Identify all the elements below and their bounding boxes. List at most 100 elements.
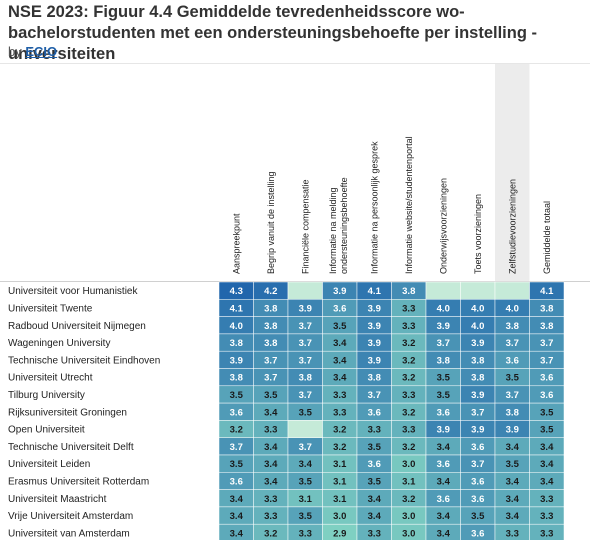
row-label: Erasmus Universiteit Rotterdam [8, 476, 149, 487]
cell-value: 3.3 [540, 494, 553, 505]
cell-value: 3.1 [333, 476, 347, 487]
column-label: Zelfstudievoorzieningen [507, 179, 517, 274]
cell-value: 3.3 [402, 303, 415, 314]
cell-value: 3.4 [506, 494, 520, 505]
row-label: Wageningen University [8, 338, 110, 349]
cell-value: 3.3 [264, 425, 277, 436]
cell-value: 3.9 [230, 355, 243, 366]
author-link[interactable]: ECIO [25, 44, 58, 59]
column-label: Begrip vanuit de instelling [266, 171, 276, 274]
cell-value: 3.4 [368, 511, 382, 522]
cell-value: 2.9 [333, 528, 346, 539]
cell-value: 3.6 [471, 528, 484, 539]
column-label: Aanspreekpunt [231, 213, 241, 274]
cell-value: 4.1 [540, 286, 554, 297]
cell-value: 3.7 [299, 390, 312, 401]
cell-value: 3.6 [471, 442, 484, 453]
cell-value: 3.2 [230, 425, 243, 436]
cell-value: 3.3 [506, 528, 519, 539]
cell-value: 3.0 [402, 459, 415, 470]
heatmap-cell[interactable] [287, 281, 323, 300]
cell-value: 3.4 [264, 476, 278, 487]
row-label: Universiteit van Amsterdam [8, 528, 130, 539]
cell-value: 3.5 [230, 390, 244, 401]
cell-value: 3.7 [437, 338, 450, 349]
cell-value: 3.5 [540, 407, 554, 418]
cell-value: 3.5 [299, 407, 313, 418]
cell-value: 3.8 [540, 321, 553, 332]
cell-value: 3.2 [402, 494, 415, 505]
cell-value: 3.6 [540, 390, 553, 401]
byline-prefix: by [8, 44, 22, 59]
cell-value: 3.3 [368, 528, 381, 539]
cell-value: 3.1 [333, 459, 347, 470]
cell-value: 3.5 [506, 459, 520, 470]
cell-value: 3.1 [402, 476, 416, 487]
cell-value: 3.5 [437, 390, 451, 401]
cell-value: 3.7 [299, 442, 312, 453]
cell-value: 3.9 [368, 338, 381, 349]
heatmap-cell[interactable] [494, 281, 530, 300]
row-label: Universiteit Utrecht [8, 373, 93, 384]
cell-value: 3.4 [540, 476, 554, 487]
cell-value: 3.4 [506, 511, 520, 522]
cell-value: 3.4 [368, 494, 382, 505]
row-label: Rijksuniversiteit Groningen [8, 407, 127, 418]
cell-value: 3.3 [299, 528, 312, 539]
cell-value: 4.1 [230, 303, 244, 314]
cell-value: 3.8 [230, 338, 243, 349]
cell-value: 3.9 [368, 355, 381, 366]
cell-value: 3.2 [402, 407, 415, 418]
cell-value: 3.8 [437, 355, 450, 366]
cell-value: 3.8 [471, 355, 484, 366]
cell-value: 3.2 [402, 442, 415, 453]
row-label: Open Universiteit [8, 425, 85, 436]
cell-value: 3.6 [471, 476, 484, 487]
cell-value: 3.7 [540, 338, 553, 349]
cell-value: 3.4 [506, 442, 520, 453]
cell-value: 3.6 [506, 355, 519, 366]
cell-value: 3.5 [264, 390, 278, 401]
cell-value: 3.4 [264, 459, 278, 470]
cell-value: 3.3 [402, 425, 415, 436]
cell-value: 3.4 [333, 355, 347, 366]
cell-value: 3.1 [333, 494, 347, 505]
heatmap-cell[interactable] [425, 281, 461, 300]
heatmap-cell[interactable] [460, 281, 496, 300]
row-label: Universiteit Twente [8, 303, 93, 314]
cell-value: 3.4 [230, 528, 244, 539]
row-label: Technische Universiteit Eindhoven [8, 355, 160, 366]
cell-value: 3.5 [230, 459, 244, 470]
cell-value: 3.6 [540, 373, 553, 384]
cell-value: 3.2 [333, 442, 346, 453]
row-label: Technische Universiteit Delft [8, 442, 134, 453]
cell-value: 3.0 [333, 511, 346, 522]
cell-value: 3.9 [471, 338, 484, 349]
column-label: Financiële compensatie [300, 179, 310, 274]
cell-value: 3.7 [506, 390, 519, 401]
cell-value: 4.1 [368, 286, 382, 297]
cell-value: 3.0 [402, 528, 415, 539]
header-divider [0, 63, 590, 64]
cell-value: 3.8 [264, 321, 277, 332]
cell-value: 3.9 [471, 425, 484, 436]
cell-value: 3.7 [299, 355, 312, 366]
heatmap-chart: Aanspreekpunt Begrip vanuit de instelling… [0, 64, 590, 540]
cell-value: 3.8 [506, 407, 519, 418]
cell-value: 3.4 [540, 442, 554, 453]
cell-value: 3.8 [368, 373, 381, 384]
heatmap-cell[interactable] [287, 420, 323, 438]
cell-value: 3.6 [230, 476, 243, 487]
cell-value: 3.8 [299, 373, 312, 384]
cell-value: 3.2 [264, 528, 277, 539]
cell-value: 3.5 [437, 373, 451, 384]
cell-value: 3.3 [264, 494, 277, 505]
cell-value: 3.7 [540, 355, 553, 366]
cell-value: 4.3 [230, 286, 243, 297]
heatmap-cell[interactable] [529, 523, 565, 540]
cell-value: 4.0 [506, 303, 519, 314]
cell-value: 3.7 [230, 442, 243, 453]
cell-value: 3.8 [264, 303, 277, 314]
cell-value: 3.9 [368, 321, 381, 332]
cell-value: 3.3 [540, 511, 553, 522]
